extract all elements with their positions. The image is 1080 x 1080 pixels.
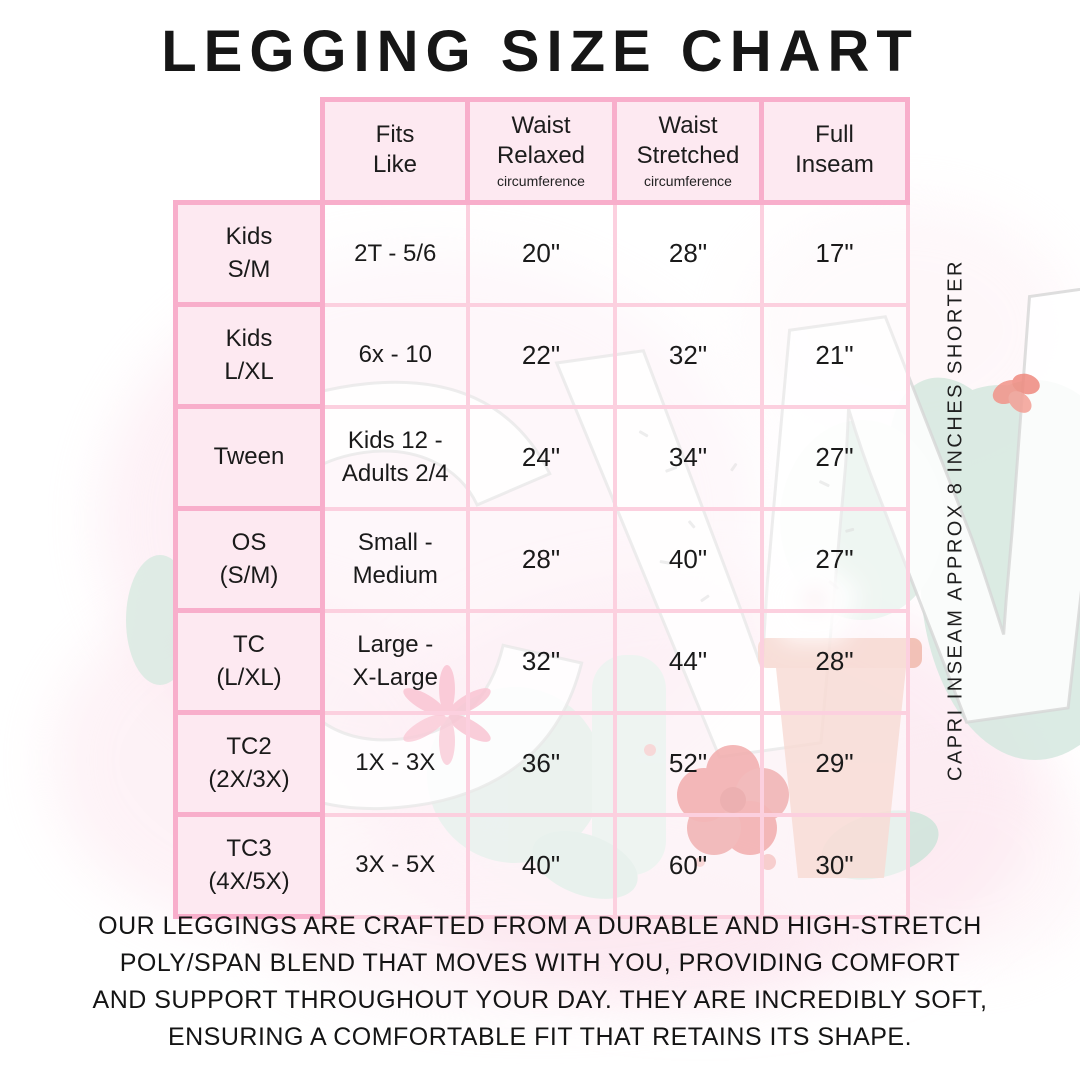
header-label: Waist Stretched [636,112,740,170]
coral-flower-icon [992,373,1040,413]
table-row: TC (L/XL) Large - X-Large 32" 44" 28" [173,608,910,715]
cell-waist-relaxed: 40" [465,812,617,919]
cell-fits-like: 1X - 3X [320,710,470,817]
header-waist-relaxed: Waist Relaxed circumference [465,97,617,205]
cell-waist-stretched: 60" [612,812,764,919]
table-row: Kids S/M 2T - 5/6 20" 28" 17" [173,200,910,307]
cell-waist-relaxed: 32" [465,608,617,715]
cell-waist-stretched: 32" [612,302,764,409]
header-row: Fits Like Waist Relaxed circumference Wa… [176,97,910,205]
cell-waist-relaxed: 24" [465,404,617,511]
cell-fits-like: Large - X-Large [320,608,470,715]
cell-waist-stretched: 28" [612,200,764,307]
corner-spacer [176,100,323,203]
row-label: TC (L/XL) [173,608,325,715]
table-row: TC3 (4X/5X) 3X - 5X 40" 60" 30" [173,812,910,919]
cell-waist-relaxed: 28" [465,506,617,613]
header-sublabel: circumference [497,173,585,190]
header-label: Waist Relaxed [496,112,586,170]
description-line: POLY/SPAN BLEND THAT MOVES WITH YOU, PRO… [119,949,961,977]
row-label: Tween [173,404,325,511]
cell-waist-stretched: 52" [612,710,764,817]
product-description: OUR LEGGINGS ARE CRAFTED FROM A DURABLE … [0,908,1080,1056]
table-row: Tween Kids 12 - Adults 2/4 24" 34" 27" [173,404,910,511]
row-label: Kids L/XL [173,302,325,409]
header-waist-stretched: Waist Stretched circumference [612,97,764,205]
description-line: ENSURING A COMFORTABLE FIT THAT RETAINS … [167,1023,913,1051]
header-full-inseam: Full Inseam [759,97,910,205]
capri-inseam-note: CAPRI INSEAM APPROX 8 INCHES SHORTER [944,259,967,781]
cell-full-inseam: 27" [759,404,910,511]
cell-waist-stretched: 44" [612,608,764,715]
cell-waist-relaxed: 36" [465,710,617,817]
page-title: LEGGING SIZE CHART [161,19,919,84]
cell-fits-like: Kids 12 - Adults 2/4 [320,404,470,511]
cell-full-inseam: 17" [759,200,910,307]
size-table: Fits Like Waist Relaxed circumference Wa… [173,97,910,919]
table-row: OS (S/M) Small - Medium 28" 40" 27" [173,506,910,613]
cell-full-inseam: 28" [759,608,910,715]
row-label: TC3 (4X/5X) [173,812,325,919]
table-row: TC2 (2X/3X) 1X - 3X 36" 52" 29" [173,710,910,817]
row-label: OS (S/M) [173,506,325,613]
row-label: TC2 (2X/3X) [173,710,325,817]
cell-full-inseam: 30" [759,812,910,919]
header-label: Fits Like [372,121,418,178]
header-fits-like: Fits Like [320,97,470,205]
cell-full-inseam: 29" [759,710,910,817]
row-label: Kids S/M [173,200,325,307]
cell-full-inseam: 27" [759,506,910,613]
cell-fits-like: 2T - 5/6 [320,200,470,307]
cell-waist-stretched: 40" [612,506,764,613]
cell-waist-stretched: 34" [612,404,764,511]
header-sublabel: circumference [644,173,732,190]
cell-waist-relaxed: 20" [465,200,617,307]
table-row: Kids L/XL 6x - 10 22" 32" 21" [173,302,910,409]
cell-waist-relaxed: 22" [465,302,617,409]
description-line: OUR LEGGINGS ARE CRAFTED FROM A DURABLE … [98,912,982,940]
cell-fits-like: 3X - 5X [320,812,470,919]
cell-fits-like: 6x - 10 [320,302,470,409]
description-line: AND SUPPORT THROUGHOUT YOUR DAY. THEY AR… [92,986,988,1014]
cell-fits-like: Small - Medium [320,506,470,613]
cell-full-inseam: 21" [759,302,910,409]
header-label: Full Inseam [795,121,874,178]
